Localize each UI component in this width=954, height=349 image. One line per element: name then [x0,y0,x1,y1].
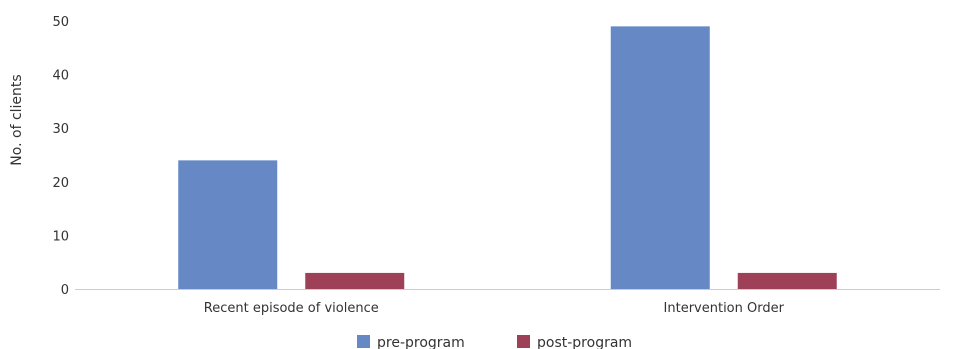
y-tick-label-10: 10 [52,229,69,244]
y-tick-label-20: 20 [52,176,69,191]
y-tick-label-50: 50 [52,15,69,30]
y-axis-ticks: 0 10 20 30 40 50 [52,15,69,298]
legend-label-post-program: post-program [537,335,632,349]
legend-swatch-post-program [517,335,530,348]
bars [178,26,837,290]
y-axis-title: No. of clients [9,74,25,165]
bar-post-program-2 [737,272,837,289]
bar-pre-program-1 [178,160,278,289]
y-tick-label-40: 40 [52,69,69,84]
legend-swatch-pre-program [357,335,370,348]
legend-label-pre-program: pre-program [377,335,465,349]
bar-post-program-1 [305,272,405,289]
x-tick-label-2: Intervention Order [664,301,785,316]
bar-pre-program-2 [610,26,710,290]
x-axis-labels: Recent episode of violence Intervention O… [204,301,785,316]
x-tick-label-1: Recent episode of violence [204,301,379,316]
y-tick-label-0: 0 [61,283,69,298]
legend: pre-program post-program [357,335,632,349]
y-tick-label-30: 30 [52,122,69,137]
